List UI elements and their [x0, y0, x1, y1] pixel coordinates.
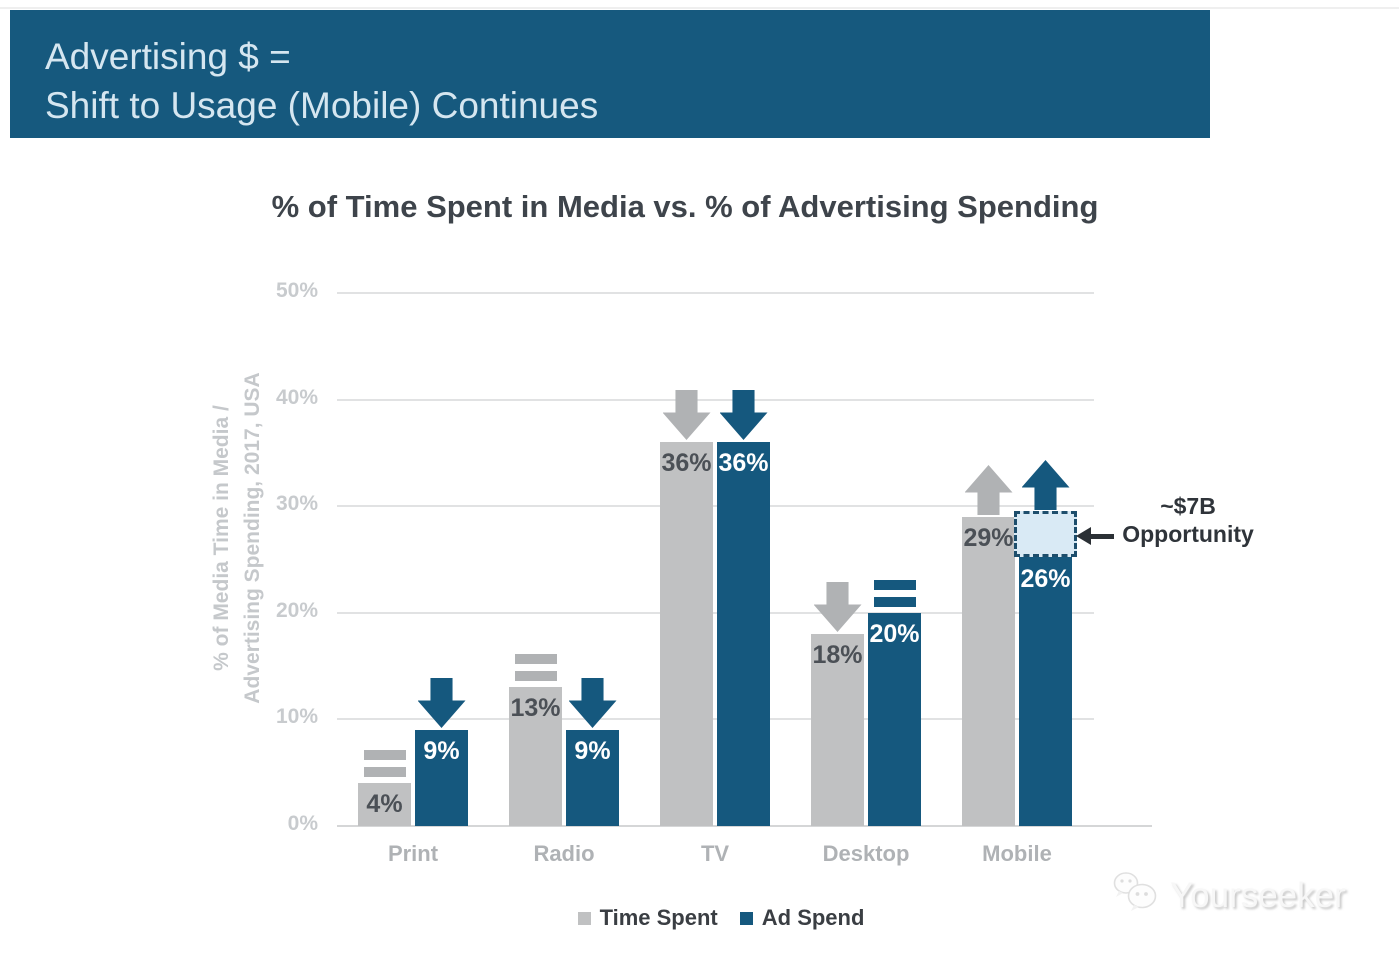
legend-swatch-time-spent	[577, 911, 591, 925]
y-tick-label: 10%	[275, 705, 318, 728]
opportunity-annotation-line2: Opportunity	[1122, 521, 1254, 547]
x-category-label-mobile: Mobile	[982, 841, 1052, 866]
equals-icon-bar	[873, 580, 916, 590]
legend-swatch-ad-spend	[739, 911, 753, 925]
y-tick-label: 20%	[275, 599, 318, 622]
chart-title: % of Time Spent in Media vs. % of Advert…	[271, 189, 1099, 224]
equals-icon	[873, 580, 916, 607]
x-category-label-radio: Radio	[533, 841, 595, 866]
legend-label-time-spent: Time Spent	[599, 905, 718, 930]
bar-value-label-desktop-ad-spend: 20%	[869, 620, 920, 648]
header-title: Advertising $ = Shift to Usage (Mobile) …	[10, 10, 1210, 130]
gridline-30%	[337, 505, 1094, 507]
equals-icon	[363, 750, 406, 777]
x-category-label-desktop: Desktop	[822, 841, 910, 866]
equals-icon-bar	[514, 654, 557, 664]
bar-tv-time-spent	[660, 442, 713, 826]
bar-print-ad-spend	[415, 730, 468, 826]
legend-label-ad-spend: Ad Spend	[761, 905, 865, 930]
header-title-line1: Advertising $ =	[45, 36, 291, 77]
bar-mobile-time-spent	[962, 517, 1015, 826]
slide-top-border	[0, 7, 1399, 9]
equals-icon-bar	[363, 750, 406, 760]
chat-bubbles-logo-icon	[1110, 870, 1164, 921]
y-tick-label: 40%	[275, 386, 318, 409]
gridline-50%	[337, 292, 1094, 294]
equals-icon	[514, 654, 557, 681]
y-tick-label: 30%	[275, 492, 318, 515]
legend: Time Spent Ad Spend	[521, 901, 921, 935]
arrow-up-icon	[964, 465, 1013, 515]
arrow-down-icon	[813, 582, 862, 632]
gridline-40%	[337, 399, 1094, 401]
opportunity-annotation: ~$7B Opportunity	[1113, 492, 1263, 548]
bar-value-label-print-time-spent: 4%	[366, 790, 403, 818]
bar-tv-ad-spend	[717, 442, 770, 826]
bar-mobile-ad-spend	[1019, 549, 1072, 826]
equals-icon-bar	[873, 597, 916, 607]
bar-value-label-tv-ad-spend: 36%	[718, 449, 769, 477]
x-category-label-print: Print	[387, 841, 439, 866]
bar-radio-time-spent	[509, 687, 562, 826]
equals-icon-bar	[514, 671, 557, 681]
bar-print-time-spent	[358, 783, 411, 826]
bar-value-label-radio-ad-spend: 9%	[574, 737, 611, 765]
header-title-line2: Shift to Usage (Mobile) Continues	[45, 85, 599, 126]
legend-item-ad-spend: Ad Spend	[739, 905, 865, 931]
legend-item-time-spent: Time Spent	[577, 905, 718, 931]
equals-icon-bar	[363, 767, 406, 777]
arrow-down-icon	[417, 678, 466, 728]
bar-value-label-radio-time-spent: 13%	[510, 694, 561, 722]
bar-radio-ad-spend	[566, 730, 619, 826]
watermark: Yourseeker	[1110, 870, 1346, 921]
arrow-left-icon	[1089, 534, 1114, 539]
bar-value-label-print-ad-spend: 9%	[423, 737, 460, 765]
opportunity-box	[1014, 511, 1077, 557]
y-tick-label: 0%	[287, 812, 318, 835]
bar-value-label-tv-time-spent: 36%	[661, 449, 712, 477]
header-banner: Advertising $ = Shift to Usage (Mobile) …	[10, 10, 1210, 138]
arrow-down-icon	[719, 390, 768, 440]
gridline-0%	[337, 825, 1152, 827]
bar-value-label-mobile-ad-spend: 26%	[1020, 565, 1071, 593]
opportunity-annotation-line1: ~$7B	[1160, 493, 1216, 519]
bar-desktop-time-spent	[811, 634, 864, 826]
gridline-10%	[337, 718, 1094, 720]
arrow-down-icon	[568, 678, 617, 728]
bar-value-label-mobile-time-spent: 29%	[963, 524, 1014, 552]
arrow-up-icon	[1021, 460, 1070, 510]
bar-value-label-desktop-time-spent: 18%	[812, 641, 863, 669]
y-tick-label: 50%	[275, 279, 318, 302]
x-category-label-tv: TV	[700, 841, 730, 866]
arrow-down-icon	[662, 390, 711, 440]
gridline-20%	[337, 612, 1094, 614]
bar-desktop-ad-spend	[868, 613, 921, 826]
watermark-text: Yourseeker	[1170, 875, 1346, 915]
